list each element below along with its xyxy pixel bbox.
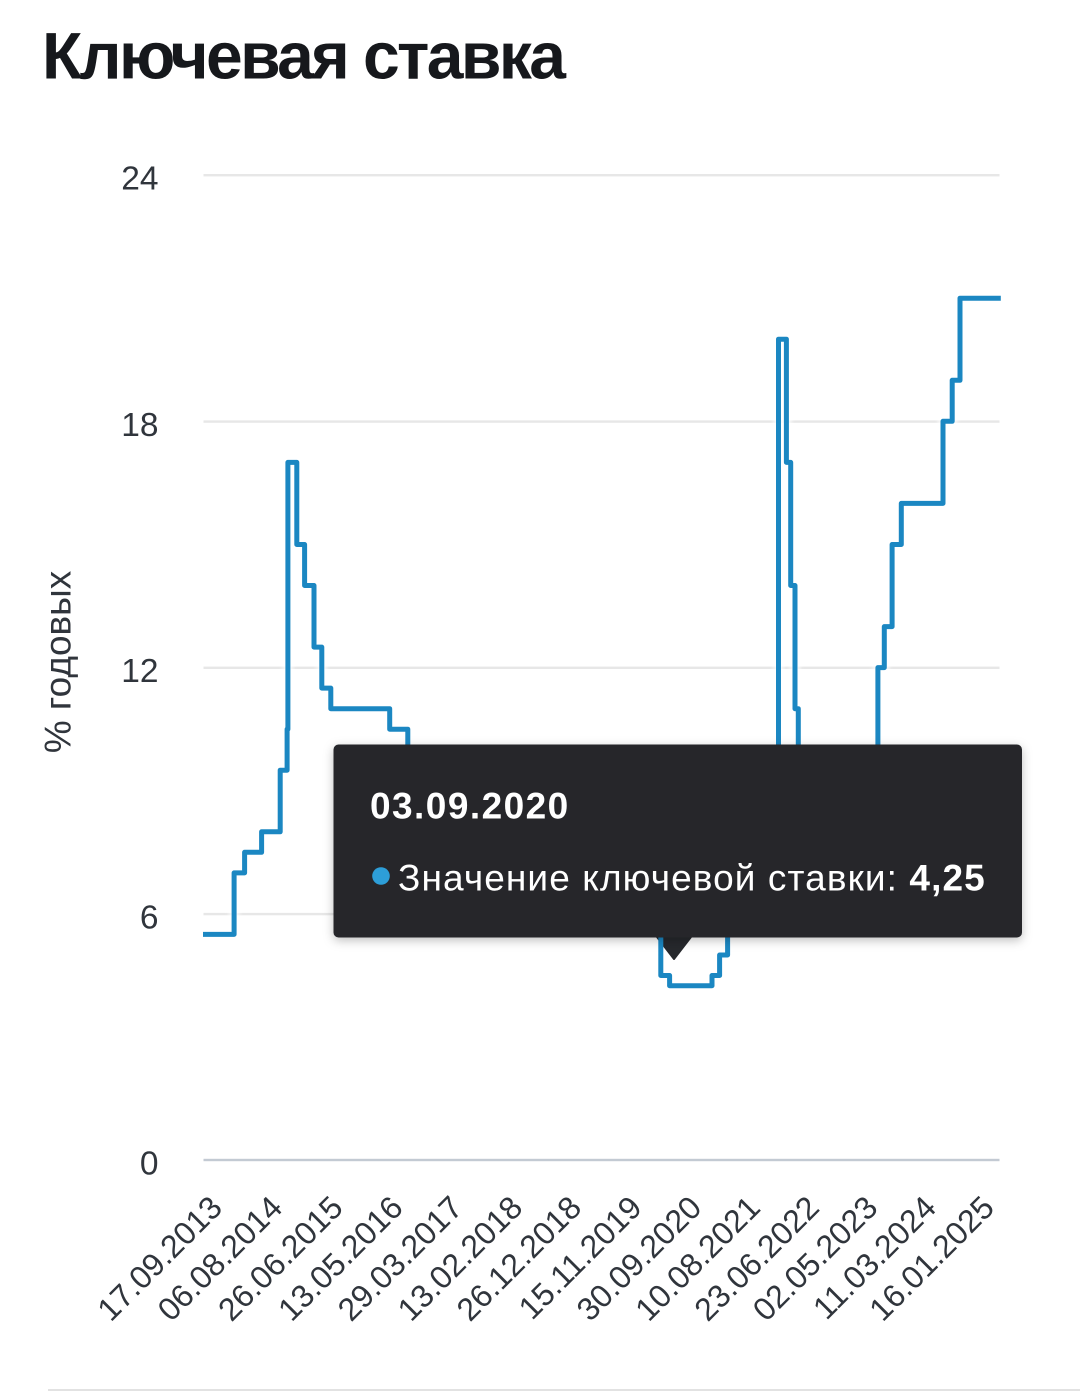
svg-text:24: 24 (121, 161, 158, 198)
svg-text:Ключевая ставка: Ключевая ставка (42, 19, 567, 93)
svg-text:12: 12 (121, 653, 158, 690)
svg-text:Значение ключевой ставки: 4,25: Значение ключевой ставки: 4,25 (398, 857, 986, 898)
svg-text:03.09.2020: 03.09.2020 (370, 786, 570, 827)
svg-text:% годовых: % годовых (38, 570, 79, 753)
svg-text:6: 6 (140, 899, 159, 936)
svg-text:18: 18 (121, 407, 158, 444)
svg-text:0: 0 (140, 1146, 159, 1183)
